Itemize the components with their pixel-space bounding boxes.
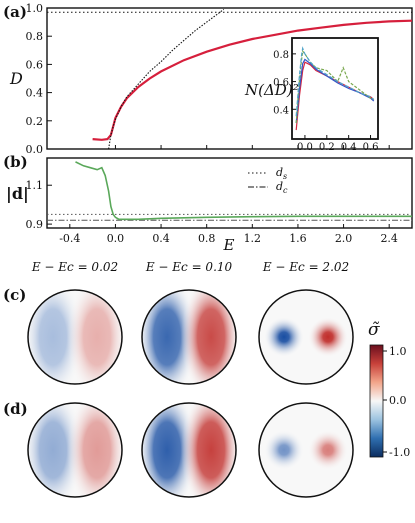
inset-x-tick-label: 0.4	[341, 142, 357, 153]
positive-lobe	[181, 403, 236, 497]
panel-a: 0.00.20.40.60.81.0D0.40.60.80.0 0.2 0.4 0.6…	[9, 2, 413, 156]
x-tick-label: 1.6	[289, 232, 307, 245]
y-tick-label: 0.6	[26, 58, 44, 71]
axes-frame	[46, 7, 413, 150]
colorbar-gradient	[369, 344, 384, 458]
inset-y-tick-label: 0.8	[273, 50, 289, 61]
x-tick-label: 2.0	[335, 232, 353, 245]
map-fill	[28, 403, 122, 497]
x-tick-label: 1.2	[244, 232, 262, 245]
conductivity-map	[258, 289, 354, 385]
series-line-dotted	[108, 8, 225, 150]
inset-y-tick-label: 0.4	[273, 105, 289, 116]
positive-lobe	[181, 290, 236, 384]
colorbar-tick-label: -1.0	[389, 446, 410, 459]
conductivity-maps: E − Ec = 0.02 E − Ec = 0.10 E − Ec = 2.0…	[27, 260, 354, 498]
colorbar-tick-label: 0.0	[389, 394, 407, 407]
map-fill	[142, 403, 236, 497]
conductivity-map	[27, 289, 123, 385]
map-outline	[27, 402, 123, 498]
map-outline	[258, 402, 354, 498]
x-tick-label: 0.0	[107, 232, 125, 245]
x-axis-label: E	[223, 236, 235, 254]
y-tick-label: 1.1	[26, 179, 44, 192]
negative-lobe	[264, 317, 304, 357]
conductivity-map	[258, 402, 354, 498]
positive-lobe	[67, 403, 122, 497]
y-tick-label: 1.0	[26, 2, 44, 15]
inset-x-tick-label: 0.6	[363, 142, 379, 153]
panel-label-b: (b)	[3, 153, 28, 171]
y-tick-label: 0.4	[26, 87, 44, 100]
map-outline	[27, 289, 123, 385]
axes-frame	[46, 157, 413, 229]
map-fill	[28, 290, 122, 384]
map-fill	[142, 290, 236, 384]
conductivity-map	[27, 402, 123, 498]
map-fill	[259, 290, 353, 384]
column-title-1: E − Ec = 0.02	[31, 260, 118, 274]
map-outline	[141, 402, 237, 498]
map-outline	[141, 289, 237, 385]
y-tick-label: 0.2	[26, 115, 44, 128]
colorbar: σ̃ 1.0 0.0 -1.0	[368, 320, 410, 459]
x-tick-label: 2.4	[380, 232, 398, 245]
map-fill	[259, 403, 353, 497]
negative-lobe	[264, 430, 304, 470]
panel-label-a: (a)	[3, 3, 27, 21]
column-title-2: E − Ec = 0.10	[145, 260, 233, 274]
y-tick-label: 0.9	[26, 218, 44, 231]
colorbar-label: σ̃	[368, 320, 380, 340]
panel-label-c: (c)	[3, 286, 26, 304]
inset-x-tick-label: 0.2	[319, 142, 335, 153]
x-tick-label: 0.8	[198, 232, 216, 245]
inset-series-line	[295, 46, 375, 117]
legend-label-d_c: dc	[276, 180, 288, 195]
map-outline	[258, 289, 354, 385]
inset-y-label: N(ΔD)²	[244, 81, 299, 99]
inset-x-tick-label: 0.0	[297, 142, 313, 153]
legend-label-d_s: ds	[276, 166, 287, 181]
positive-lobe	[308, 430, 348, 470]
inset-series-line	[295, 49, 375, 124]
y-axis-label: |d|	[6, 184, 29, 203]
inset-y-tick-label: 0.6	[273, 78, 289, 89]
conductivity-map	[141, 289, 237, 385]
x-tick-label: 0.4	[152, 232, 170, 245]
column-title-3: E − Ec = 2.02	[262, 260, 349, 274]
y-tick-label: 0.0	[26, 143, 44, 156]
colorbar-tick-label: 1.0	[389, 345, 407, 358]
y-tick-label: 0.8	[26, 30, 44, 43]
y-axis-label: D	[9, 69, 23, 88]
conductivity-map	[141, 402, 237, 498]
positive-lobe	[308, 317, 348, 357]
panel-label-d: (d)	[3, 400, 28, 418]
inset-frame	[291, 37, 379, 140]
positive-lobe	[67, 290, 122, 384]
series-line-green	[75, 161, 412, 221]
x-tick-label: -0.4	[59, 232, 80, 245]
